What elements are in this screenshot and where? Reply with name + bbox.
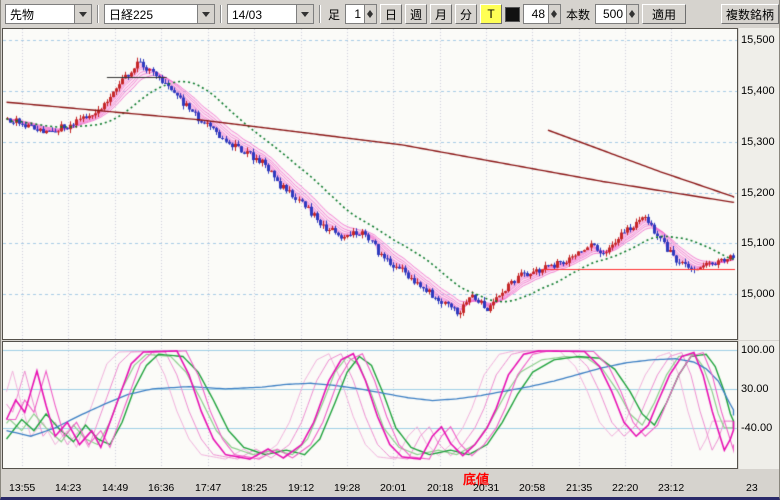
time-tick-label: 20:31 (473, 482, 500, 494)
price-panel (2, 28, 738, 340)
bars-spinner[interactable]: 500 (595, 4, 640, 24)
interval-value: 1 (354, 7, 362, 21)
dropdown-arrow-icon[interactable] (74, 5, 91, 23)
dropdown-arrow-icon[interactable] (197, 5, 214, 23)
timeframe-minute-button[interactable]: 分 (455, 4, 478, 24)
time-tick-label: 22:20 (612, 482, 639, 494)
toolbar-separator (97, 5, 99, 23)
bar-type-label: 足 (328, 7, 341, 22)
color-box-button[interactable] (505, 6, 521, 22)
oscillator-chart-canvas[interactable] (3, 342, 737, 468)
symbol-value: 日経225 (109, 8, 154, 22)
time-tick-label: 19:28 (334, 482, 361, 494)
candlestick-chart-canvas[interactable] (3, 29, 737, 339)
contract-month-select[interactable]: 14/03 (227, 4, 314, 24)
bars-value: 500 (603, 7, 624, 21)
price-tick-label: 15,300 (741, 136, 775, 148)
time-tick-label: 20:58 (519, 482, 546, 494)
indicator-tick-label: -40.00 (741, 422, 773, 434)
instrument-type-value: 先物 (10, 8, 35, 22)
toolbar-separator (220, 5, 222, 23)
time-tick-label: 19:12 (288, 482, 315, 494)
instrument-type-select[interactable]: 先物 (5, 4, 92, 24)
time-tick-label: 14:23 (55, 482, 82, 494)
timeframe-week-button[interactable]: 週 (405, 4, 428, 24)
timeframe-day-button[interactable]: 日 (380, 4, 403, 24)
bottom-price-annotation: 底値 (463, 472, 490, 487)
time-tick-label: 20:18 (427, 482, 454, 494)
toolbar: 先物 日経225 14/03 足 1 日 週 月 分 T 48 本数 50 (1, 0, 779, 28)
time-tick-label: 23 (746, 482, 758, 494)
price-tick-label: 15,500 (741, 34, 775, 46)
time-tick-label: 21:35 (566, 482, 593, 494)
time-tick-label: 20:01 (380, 482, 407, 494)
time-tick-label: 14:49 (102, 482, 129, 494)
dropdown-arrow-icon[interactable] (296, 5, 313, 23)
indicator-tick-label: 100.00 (741, 344, 775, 356)
price-y-axis: 15,500 15,400 15,300 15,200 15,100 15,000 (739, 28, 779, 340)
time-tick-label: 18:25 (241, 482, 268, 494)
spinner-arrows-icon[interactable] (364, 5, 377, 23)
price-tick-label: 15,200 (741, 187, 775, 199)
time-tick-label: 17:47 (195, 482, 222, 494)
indicator-y-axis: 100.00 30.00 -40.00 (739, 341, 779, 469)
toolbar-separator (319, 5, 321, 23)
apply-button[interactable]: 適用 (642, 4, 687, 24)
multi-symbol-button[interactable]: 複数銘柄 (720, 4, 779, 24)
price-tick-label: 15,400 (741, 85, 775, 97)
count-value: 48 (531, 7, 546, 21)
contract-month-value: 14/03 (232, 7, 263, 22)
time-tick-label: 16:36 (148, 482, 175, 494)
indicator-tick-label: 30.00 (741, 383, 769, 395)
symbol-select[interactable]: 日経225 (104, 4, 215, 24)
time-axis: 底値 13:55 14:23 14:49 16:36 17:47 18:25 19:12 19… (1, 469, 779, 497)
indicator-panel (2, 341, 738, 469)
price-tick-label: 15,100 (741, 237, 775, 249)
price-tick-label: 15,000 (741, 288, 775, 300)
tick-chart-button[interactable]: T (480, 4, 503, 24)
timeframe-month-button[interactable]: 月 (430, 4, 453, 24)
time-tick-label: 23:12 (658, 482, 685, 494)
time-tick-label: 13:55 (9, 482, 36, 494)
spinner-arrows-icon[interactable] (626, 5, 639, 23)
count-label: 本数 (566, 7, 591, 22)
spinner-arrows-icon[interactable] (548, 5, 561, 23)
count-spinner[interactable]: 48 (523, 4, 562, 24)
interval-spinner[interactable]: 1 (345, 4, 378, 24)
